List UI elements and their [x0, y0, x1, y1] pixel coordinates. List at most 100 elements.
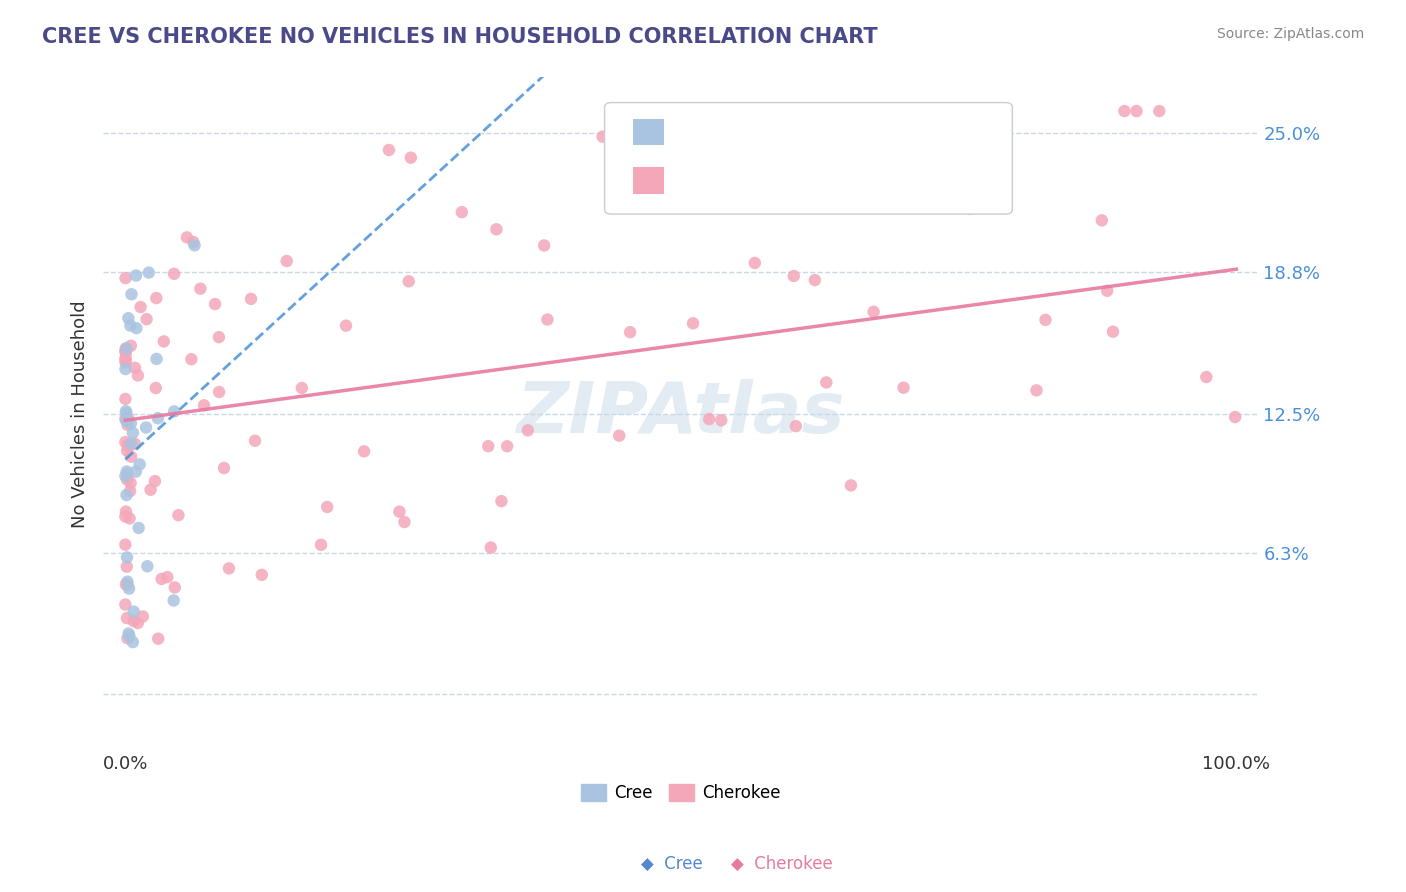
Point: [115, 465, 138, 479]
Point: [115, 473, 138, 487]
Text: CREE VS CHEROKEE NO VEHICLES IN HOUSEHOLD CORRELATION CHART: CREE VS CHEROKEE NO VEHICLES IN HOUSEHOL…: [42, 27, 877, 46]
Point: [623, 158, 645, 172]
Point: [893, 381, 915, 395]
Point: [143, 474, 166, 488]
Point: [908, 104, 931, 119]
Point: [118, 629, 141, 643]
Point: [145, 351, 167, 366]
Point: [862, 304, 884, 318]
Point: [689, 135, 711, 149]
Point: [167, 508, 190, 523]
Point: [114, 598, 136, 612]
Point: [127, 615, 149, 630]
Point: [127, 368, 149, 383]
Point: [122, 614, 145, 628]
Point: [139, 483, 162, 497]
Point: [132, 609, 155, 624]
Point: [190, 282, 212, 296]
Text: Source: ZipAtlas.com: Source: ZipAtlas.com: [1216, 27, 1364, 41]
Point: [114, 351, 136, 366]
Point: [744, 256, 766, 270]
Point: [114, 346, 136, 360]
Text: ◆  Cherokee: ◆ Cherokee: [731, 855, 832, 872]
Point: [138, 266, 160, 280]
Text: 35: 35: [813, 123, 835, 141]
Point: [607, 428, 630, 442]
Point: [1149, 104, 1171, 119]
Point: [114, 435, 136, 450]
Point: [839, 478, 862, 492]
Point: [120, 476, 142, 491]
Point: [135, 420, 157, 434]
Point: [117, 412, 139, 426]
Point: [117, 574, 139, 589]
Point: [1025, 384, 1047, 398]
Point: [114, 538, 136, 552]
Point: [790, 105, 813, 120]
Point: [115, 611, 138, 625]
Point: [815, 376, 838, 390]
Point: [163, 593, 186, 607]
Point: [120, 417, 142, 431]
Point: [115, 406, 138, 420]
Text: ◆  Cree: ◆ Cree: [641, 855, 703, 872]
Point: [153, 334, 176, 349]
Point: [1102, 325, 1125, 339]
Point: [1223, 410, 1246, 425]
Point: [114, 355, 136, 369]
Point: [120, 339, 142, 353]
Point: [1114, 104, 1136, 119]
Point: [671, 104, 693, 119]
Point: [516, 423, 538, 437]
Point: [799, 182, 821, 196]
Point: [250, 567, 273, 582]
Point: [117, 414, 139, 428]
Point: [697, 412, 720, 426]
Point: [114, 271, 136, 285]
Point: [804, 273, 827, 287]
Point: [218, 561, 240, 575]
Point: [146, 411, 169, 425]
Legend: Cree, Cherokee: Cree, Cherokee: [574, 778, 787, 809]
Y-axis label: No Vehicles in Household: No Vehicles in Household: [72, 300, 89, 527]
Point: [783, 268, 806, 283]
Point: [243, 434, 266, 448]
Point: [118, 582, 141, 596]
Point: [120, 436, 142, 450]
Point: [477, 439, 499, 453]
Point: [115, 577, 138, 591]
Point: [128, 521, 150, 535]
Point: [785, 419, 807, 434]
Point: [115, 404, 138, 418]
Point: [125, 321, 148, 335]
Point: [114, 362, 136, 376]
Point: [1091, 213, 1114, 227]
Point: [291, 381, 314, 395]
Point: [115, 559, 138, 574]
Text: ZIPAtlas: ZIPAtlas: [516, 379, 845, 448]
Point: [394, 515, 416, 529]
Point: [959, 202, 981, 216]
Point: [136, 559, 159, 574]
Point: [163, 404, 186, 418]
Point: [619, 325, 641, 339]
Point: [208, 330, 231, 344]
Point: [114, 509, 136, 524]
Point: [145, 381, 167, 395]
Point: [120, 484, 142, 499]
Point: [533, 238, 555, 252]
Point: [212, 461, 235, 475]
Point: [122, 605, 145, 619]
Point: [156, 570, 179, 584]
Point: [1035, 313, 1057, 327]
Point: [388, 505, 411, 519]
Text: R =  0.320    N =  115: R = 0.320 N = 115: [679, 171, 879, 189]
Point: [124, 360, 146, 375]
Point: [118, 511, 141, 525]
Point: [114, 392, 136, 406]
Point: [114, 469, 136, 483]
Point: [129, 300, 152, 314]
Point: [114, 343, 136, 358]
Point: [1195, 370, 1218, 384]
Point: [309, 538, 332, 552]
